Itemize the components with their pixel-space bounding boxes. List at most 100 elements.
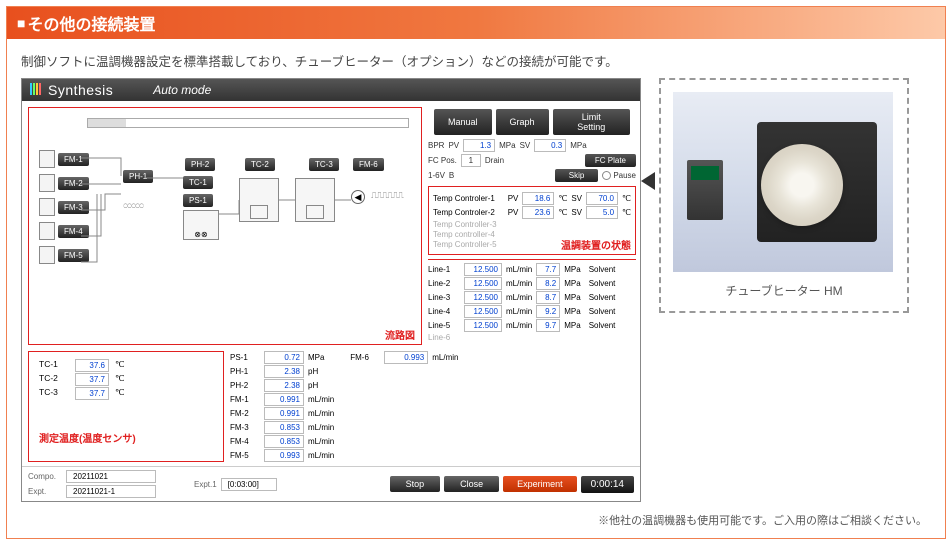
tc-name-disabled: Temp Controller-5 — [433, 240, 511, 249]
line-press: 9.7 — [536, 319, 560, 332]
module-box: ⊗⊗ — [183, 210, 219, 240]
unit: mL/min — [432, 353, 458, 362]
pump-icon — [39, 174, 55, 192]
tc-sv[interactable]: 5.0 — [586, 206, 618, 219]
tc-sensor-value: 37.7 — [75, 387, 109, 400]
sv-label: SV — [520, 141, 531, 150]
module-box — [295, 178, 335, 222]
line-name: Line-4 — [428, 307, 460, 316]
bpr-sv-value[interactable]: 0.3 — [534, 139, 566, 152]
fcpos-value[interactable]: 1 — [461, 154, 481, 167]
tc-sensor-box: TC-137.6℃TC-237.7℃TC-337.7℃ 測定温度(温度センサ) — [28, 351, 224, 462]
ps-name: FM-4 — [230, 437, 260, 446]
line-flow[interactable]: 12.500 — [464, 263, 502, 276]
tc-name: Temp Controler-2 — [433, 208, 504, 217]
fm6-value: 0.993 — [384, 351, 428, 364]
pump-icon — [39, 222, 55, 240]
v16v-label: 1-6V — [428, 171, 445, 180]
tc-pv: 18.6 — [522, 192, 554, 205]
ps-value: 2.38 — [264, 379, 304, 392]
line-flow[interactable]: 12.500 — [464, 277, 502, 290]
line-name: Line-2 — [428, 279, 460, 288]
node-tc2[interactable]: TC-2 — [245, 158, 275, 171]
ps-value: 0.853 — [264, 421, 304, 434]
section-title: その他の接続装置 — [27, 11, 155, 35]
node-fm6[interactable]: FM-6 — [353, 158, 384, 171]
line-name: Line-1 — [428, 265, 460, 274]
flow-label: 流路図 — [385, 327, 415, 342]
line-press: 8.7 — [536, 291, 560, 304]
tc-sensor-name: TC-3 — [39, 387, 69, 400]
node-ph1[interactable]: PH-1 — [123, 170, 153, 183]
line-flow[interactable]: 12.500 — [464, 319, 502, 332]
node-fm[interactable]: FM-2 — [58, 177, 89, 190]
temp-controller-box: Temp Controler-1PV18.6℃SV70.0℃Temp Contr… — [428, 186, 636, 255]
footnote: ※他社の温調機器も使用可能です。ご入用の際はご相談ください。 — [7, 502, 945, 528]
node-tc3[interactable]: TC-3 — [309, 158, 339, 171]
line-solvent: Solvent — [589, 279, 616, 288]
ps-value: 0.853 — [264, 435, 304, 448]
ps-value: 0.993 — [264, 449, 304, 462]
ps-name: FM-2 — [230, 409, 260, 418]
progress-bar — [87, 118, 409, 128]
line-flow[interactable]: 12.500 — [464, 291, 502, 304]
line-flow[interactable]: 12.500 — [464, 305, 502, 318]
stop-button[interactable]: Stop — [390, 476, 441, 492]
fcpos-label: FC Pos. — [428, 156, 457, 165]
fm6-block: FM-6 0.993 mL/min — [350, 351, 458, 462]
fcplate-button[interactable]: FC Plate — [585, 154, 636, 167]
tc-sensor-value: 37.6 — [75, 359, 109, 372]
ps-list: PS-10.72MPaPH-12.38pHPH-22.38pHFM-10.991… — [230, 351, 334, 462]
line-press: 8.2 — [536, 277, 560, 290]
v16v-value: B — [449, 171, 454, 180]
skip-button[interactable]: Skip — [555, 169, 599, 182]
node-ps1[interactable]: PS-1 — [183, 194, 213, 207]
unit: MPa — [570, 141, 586, 150]
line-solvent: Solvent — [589, 307, 616, 316]
ps-value: 0.991 — [264, 393, 304, 406]
node-fm[interactable]: FM-1 — [58, 153, 89, 166]
bpr-pv-value: 1.3 — [463, 139, 495, 152]
ps-value: 0.72 — [264, 351, 304, 364]
tc-pv: 23.6 — [522, 206, 554, 219]
flow-lines — [35, 114, 415, 338]
graph-button[interactable]: Graph — [496, 109, 549, 135]
right-panel: Manual Graph Limit Setting BPR PV 1.3 MP… — [424, 101, 640, 347]
expt-value[interactable]: 20211021-1 — [66, 485, 156, 498]
tc-sensor-value: 37.7 — [75, 373, 109, 386]
node-fm[interactable]: FM-5 — [58, 249, 89, 262]
line-press: 7.7 — [536, 263, 560, 276]
tc-sv[interactable]: 70.0 — [586, 192, 618, 205]
node-tc1[interactable]: TC-1 — [183, 176, 213, 189]
pump-icon — [39, 198, 55, 216]
node-fm[interactable]: FM-4 — [58, 225, 89, 238]
valve-icon: ◀ — [351, 190, 365, 204]
node-ph2[interactable]: PH-2 — [185, 158, 215, 171]
experiment-button[interactable]: Experiment — [503, 476, 577, 492]
ps-value: 2.38 — [264, 365, 304, 378]
compo-value[interactable]: 20211021 — [66, 470, 156, 483]
expt-label: Expt. — [28, 487, 62, 496]
close-button[interactable]: Close — [444, 476, 499, 492]
line-name-disabled: Line-6 — [428, 333, 460, 342]
unit: MPa — [499, 141, 515, 150]
tc-name-disabled: Temp controller-4 — [433, 230, 511, 239]
line-table: Line-112.500mL/min7.7MPaSolventLine-212.… — [428, 259, 636, 342]
timer-display: 0:00:14 — [581, 476, 634, 493]
app-mode: Auto mode — [153, 83, 211, 97]
bpr-label: BPR — [428, 141, 444, 150]
module-box — [239, 178, 279, 222]
arrow-left-icon — [641, 172, 655, 190]
manual-button[interactable]: Manual — [434, 109, 492, 135]
compo-label: Compo. — [28, 472, 62, 481]
ps-value: 0.991 — [264, 407, 304, 420]
pause-checkbox[interactable]: Pause — [602, 171, 636, 180]
limit-setting-button[interactable]: Limit Setting — [553, 109, 630, 135]
tc-name: Temp Controler-1 — [433, 194, 504, 203]
ps-name: PH-2 — [230, 381, 260, 390]
line-name: Line-5 — [428, 321, 460, 330]
node-fm[interactable]: FM-3 — [58, 201, 89, 214]
document-section: ■ その他の接続装置 制御ソフトに温調機器設定を標準搭載しており、チューブヒータ… — [6, 6, 946, 539]
footer-bar: Compo. 20211021 Expt. 20211021-1 Expt.1 … — [22, 466, 640, 501]
app-title: Synthesis — [48, 82, 113, 98]
